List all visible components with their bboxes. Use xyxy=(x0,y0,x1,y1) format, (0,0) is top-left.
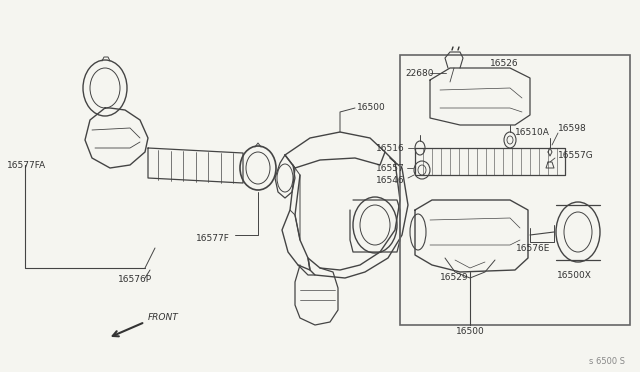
Text: 16557: 16557 xyxy=(376,164,405,173)
Text: 16577F: 16577F xyxy=(196,234,230,243)
Text: 16557G: 16557G xyxy=(558,151,594,160)
Text: 16510A: 16510A xyxy=(515,128,550,137)
Text: 16598: 16598 xyxy=(558,124,587,132)
Bar xyxy=(400,55,630,325)
Text: s 6500 S: s 6500 S xyxy=(589,357,625,366)
Text: 22680: 22680 xyxy=(405,68,433,77)
Text: FRONT: FRONT xyxy=(148,314,179,323)
Text: 16576E: 16576E xyxy=(516,244,550,253)
Text: 16577FA: 16577FA xyxy=(7,160,46,170)
Text: 16500: 16500 xyxy=(357,103,386,112)
Text: 16500: 16500 xyxy=(456,327,484,337)
Text: 16546: 16546 xyxy=(376,176,405,185)
Text: 16576P: 16576P xyxy=(118,276,152,285)
Text: 16500X: 16500X xyxy=(557,270,592,279)
Text: 16516: 16516 xyxy=(376,144,405,153)
Text: 16526: 16526 xyxy=(490,58,518,67)
Text: 16529: 16529 xyxy=(440,273,468,282)
